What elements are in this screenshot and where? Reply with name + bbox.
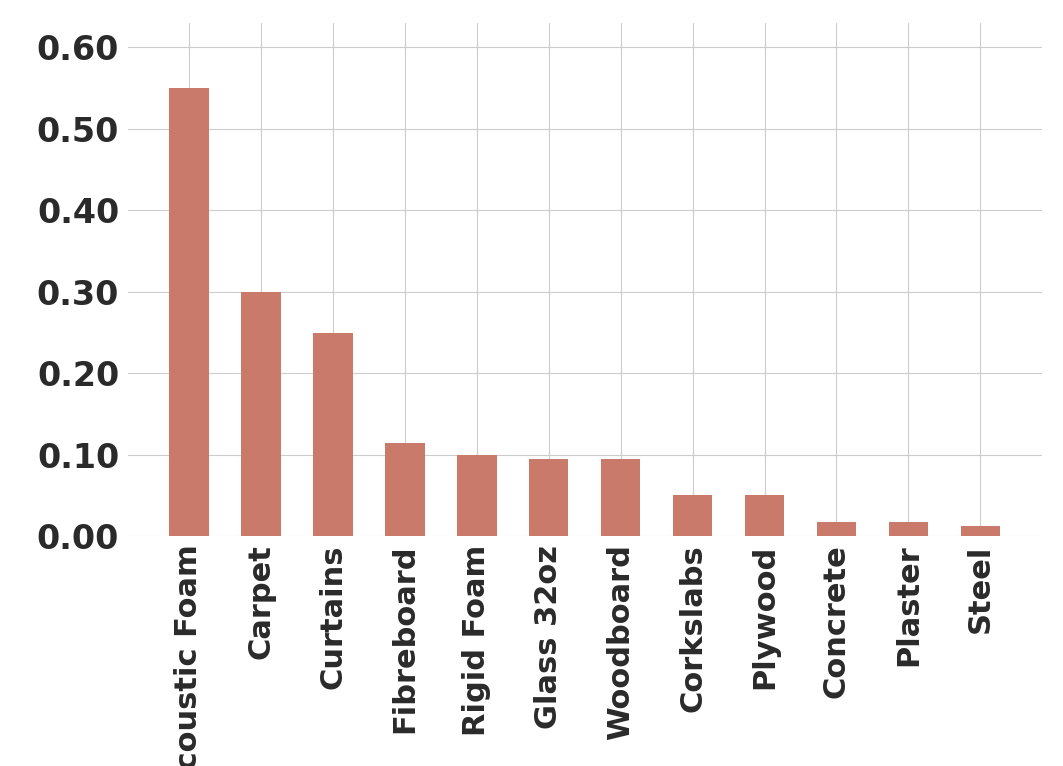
Bar [529, 459, 569, 536]
Bar [313, 332, 353, 536]
Bar [889, 522, 928, 536]
Bar [673, 496, 712, 536]
Bar [457, 455, 496, 536]
Bar [961, 526, 1000, 536]
Bar [385, 443, 424, 536]
Bar [816, 522, 857, 536]
Bar [241, 292, 281, 536]
Bar [601, 459, 640, 536]
Bar [745, 496, 784, 536]
Bar [169, 88, 208, 536]
